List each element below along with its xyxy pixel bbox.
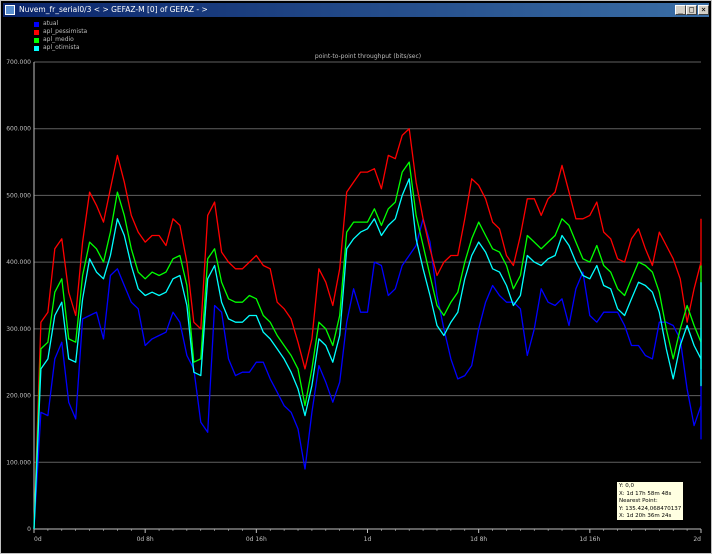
legend-label: apl_pessimista xyxy=(43,28,88,35)
chart-legend: atual apl_pessimista apl_medio apl_otimista xyxy=(34,20,87,52)
legend-item: apl_medio xyxy=(34,36,87,44)
y-tick-label: 100.000 xyxy=(6,459,31,466)
tooltip-line: Y: 0,0 xyxy=(619,483,634,489)
legend-label: atual xyxy=(43,20,59,27)
x-tick-label: 0d xyxy=(34,536,42,543)
legend-item: apl_pessimista xyxy=(34,28,87,36)
x-tick-label: 1d xyxy=(364,536,372,543)
legend-swatch xyxy=(34,29,39,35)
legend-swatch xyxy=(34,21,39,27)
chart-title: point-to-point throughput (bits/sec) xyxy=(315,53,421,60)
series-line-apl_otimista xyxy=(33,178,702,530)
close-button[interactable]: × xyxy=(698,5,709,15)
legend-swatch xyxy=(34,45,39,51)
y-tick-label: 400.000 xyxy=(6,259,31,266)
y-tick-label: 0 xyxy=(27,526,31,533)
tooltip-line: Y: 135.424,0684701372 xyxy=(619,505,681,512)
series-line-atual xyxy=(33,218,702,530)
y-tick-label: 200.000 xyxy=(6,393,31,400)
x-tick-label: 1d 16h xyxy=(579,536,600,543)
y-tick-label: 500.000 xyxy=(6,192,31,199)
legend-label: apl_otimista xyxy=(43,44,80,51)
tooltip-line: Nearest Point: xyxy=(619,498,658,504)
legend-item: atual xyxy=(34,20,87,28)
tooltip-line: X: 1d 20h 36m 24s xyxy=(619,513,672,519)
tooltip-line: X: 1d 17h 58m 48s xyxy=(619,490,672,497)
y-tick-label: 700.000 xyxy=(6,59,31,66)
x-tick-label: 0d 16h xyxy=(246,536,267,543)
maximize-button[interactable]: □ xyxy=(686,5,697,15)
x-tick-label: 2d xyxy=(693,536,701,543)
window-title: Nuvem_fr_serial0/3 < > GEFAZ-M [0] of GE… xyxy=(19,5,208,14)
nearest-point-tooltip: Y: 0,0 X: 1d 17h 58m 48s Nearest Point: … xyxy=(616,481,684,521)
minimize-button[interactable]: _ xyxy=(675,5,686,15)
series-line-apl_medio xyxy=(33,161,702,530)
legend-item: apl_otimista xyxy=(34,44,87,52)
title-bar[interactable]: Nuvem_fr_serial0/3 < > GEFAZ-M [0] of GE… xyxy=(3,3,709,17)
app-icon xyxy=(5,5,15,15)
series-line-apl_pessimista xyxy=(33,128,702,530)
x-tick-label: 1d 8h xyxy=(470,536,487,543)
x-tick-label: 0d 8h xyxy=(137,536,154,543)
legend-swatch xyxy=(34,37,39,43)
legend-label: apl_medio xyxy=(43,36,74,43)
y-tick-label: 600.000 xyxy=(6,126,31,133)
y-tick-label: 300.000 xyxy=(6,326,31,333)
